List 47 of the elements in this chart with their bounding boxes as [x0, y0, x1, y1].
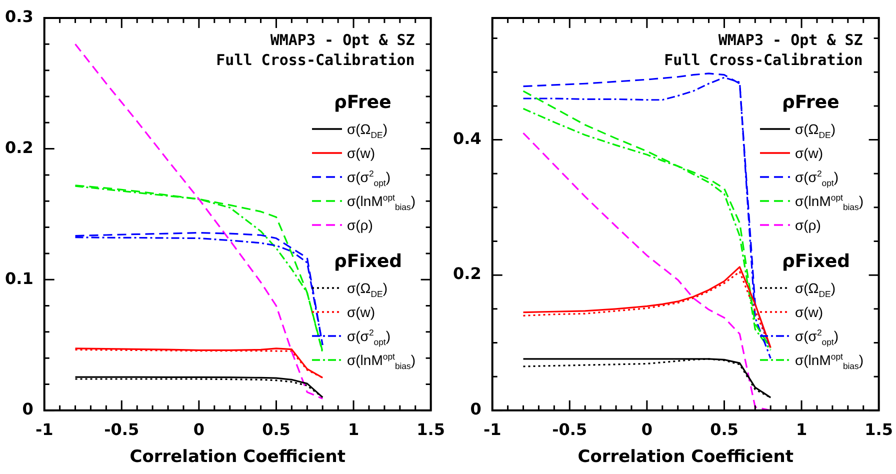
legend-label: σ(ρ): [347, 217, 373, 233]
legend-label: σ(Ω$_{DE}$): [795, 280, 836, 299]
x-tick-label: 1: [348, 420, 360, 440]
text: WMAP3 - Opt & SZ: [270, 31, 415, 49]
x-tick-label: 0.5: [710, 420, 738, 440]
legend-label: σ(w): [347, 145, 376, 161]
legend-label: σ(Ω$_{DE}$): [347, 121, 388, 140]
text: Full Cross-Calibration: [216, 51, 415, 69]
x-axis-title: Correlation Coefficient: [130, 447, 346, 468]
y-tick-label: 0: [22, 400, 34, 419]
legend-label: σ(w): [347, 304, 376, 320]
legend-label: σ(ρ): [795, 217, 821, 233]
legend-label: σ(σ$^{2}$$_{opt}$): [795, 168, 839, 188]
x-tick-label: 1.5: [864, 420, 893, 440]
legend-label: σ(lnM$^{opt}$$_{bias}$): [347, 192, 416, 212]
annotation: ρFixed: [782, 251, 852, 272]
legend-label: σ(lnM$^{opt}$$_{bias}$): [347, 351, 416, 371]
legend-title: ρFree: [782, 92, 840, 113]
x-tick-label: 1.5: [416, 420, 445, 440]
legend-label: σ(Ω$_{DE}$): [347, 280, 388, 299]
legend-label: σ(σ$^{2}$$_{opt}$): [795, 327, 839, 347]
legend-label: σ(lnM$^{opt}$$_{bias}$): [795, 192, 864, 212]
legend-label: σ(lnM$^{opt}$$_{bias}$): [795, 351, 864, 371]
y-tick-label: 0.2: [453, 264, 482, 284]
y-tick-label: 0.1: [5, 268, 34, 288]
text: WMAP3 - Opt & SZ: [718, 31, 863, 49]
x-tick-label: 0.5: [262, 420, 290, 440]
y-tick-label: 0.4: [453, 128, 482, 148]
x-tick-label: -0.5: [552, 420, 588, 440]
annotation: ρFixed: [334, 251, 404, 272]
x-tick-label: -1: [35, 420, 54, 440]
y-tick-label: 0.3: [5, 7, 34, 26]
x-tick-label: -0.5: [104, 420, 140, 440]
legend-title: ρFree: [334, 92, 392, 113]
legend-label: σ(w): [795, 145, 824, 161]
x-tick-label: 1: [796, 420, 808, 440]
x-tick-label: -1: [483, 420, 502, 440]
x-tick-label: 0: [641, 420, 653, 440]
text: Full Cross-Calibration: [664, 51, 863, 69]
legend-label: σ(Ω$_{DE}$): [795, 121, 836, 140]
y-tick-label: 0.2: [5, 138, 34, 157]
legend-label: σ(w): [795, 304, 824, 320]
legend-label: σ(σ$^{2}$$_{opt}$): [347, 168, 391, 188]
x-tick-label: 0: [193, 420, 205, 440]
x-axis-title: Correlation Coefficient: [578, 447, 794, 468]
legend-label: σ(σ$^{2}$$_{opt}$): [347, 327, 391, 347]
y-tick-label: 0: [470, 400, 482, 419]
